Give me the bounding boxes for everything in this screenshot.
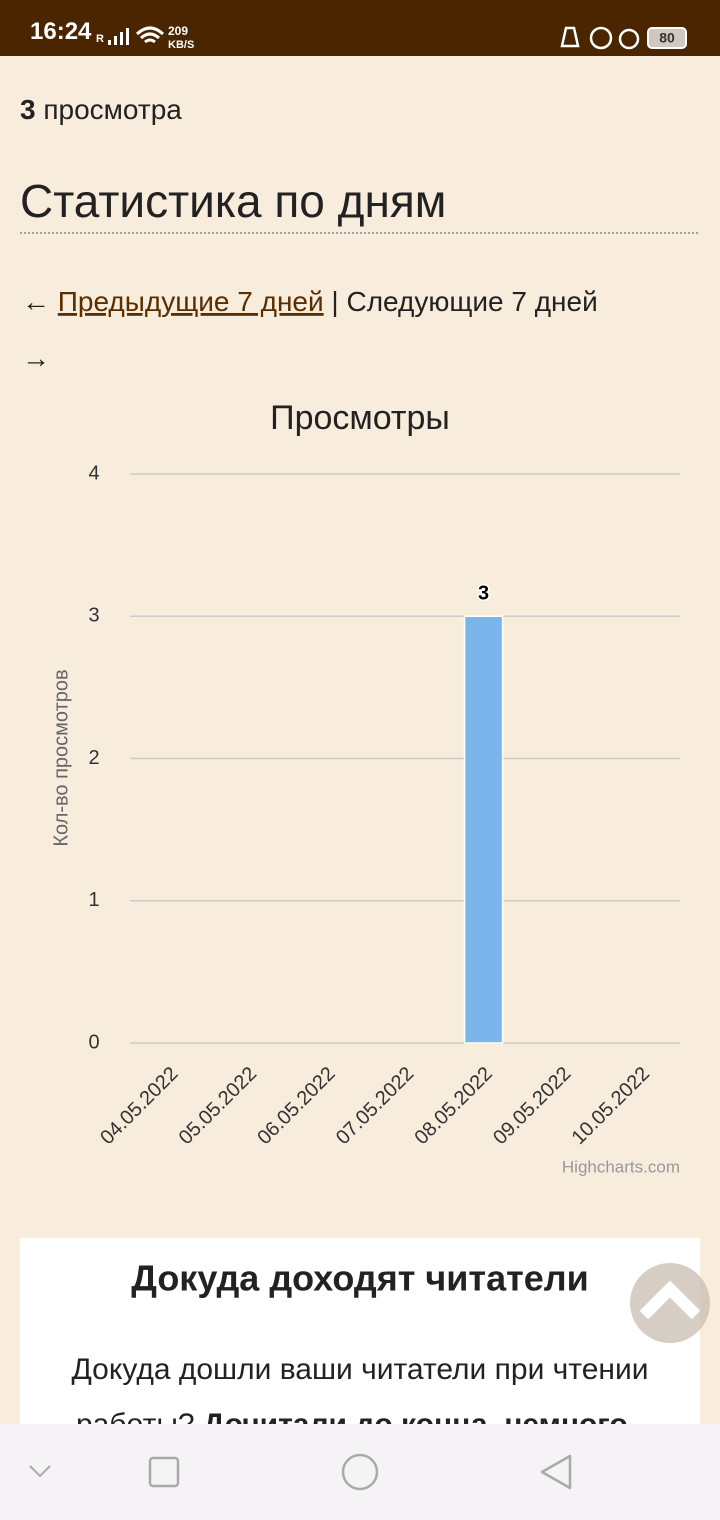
prev-link[interactable]: Предыдущие 7 дней [58, 286, 324, 317]
scroll-top-button[interactable] [630, 1263, 710, 1343]
scroll-top-icon [639, 1280, 701, 1320]
signal-icon [108, 28, 129, 45]
net-speed: 209 [168, 24, 188, 38]
wifi-icon [135, 26, 165, 44]
nav-line: ← Предыдущие 7 дней | Следующие 7 дней [22, 286, 598, 317]
next-text: Следующие 7 дней [346, 286, 597, 317]
y-axis-label: Кол-во просмотров [50, 669, 72, 846]
y-tick-label: 4 [88, 462, 99, 484]
status-bar [0, 0, 720, 56]
views-number: 3 [20, 94, 36, 125]
nav-back[interactable] [540, 1454, 572, 1490]
y-tick-label: 1 [88, 889, 99, 911]
separator: | [331, 286, 338, 317]
prev-arrow: ← [22, 286, 50, 317]
battery [647, 27, 687, 49]
battery-level: 80 [659, 30, 675, 46]
status-icons [560, 26, 640, 50]
nav-bar [0, 1424, 720, 1520]
net-unit: KB/S [168, 39, 194, 51]
credits[interactable]: Highcharts.com [562, 1157, 680, 1176]
y-tick-label: 3 [88, 605, 99, 627]
y-tick-label: 2 [88, 747, 99, 769]
data-label: 3 [478, 583, 489, 605]
section-heading: Статистика по дням [20, 175, 446, 227]
views-count: 3 просмотра [20, 94, 182, 125]
card-title: Докуда доходят читатели [131, 1258, 589, 1299]
views-label: просмотра [43, 94, 182, 125]
card [20, 1238, 700, 1458]
next-arrow: → [22, 342, 50, 373]
bar [463, 615, 504, 1044]
signal-label: R [96, 33, 104, 45]
clock: 16:24 [30, 18, 92, 45]
nav-recents[interactable] [148, 1456, 180, 1488]
nav-down[interactable] [29, 1465, 51, 1478]
nav-home[interactable] [341, 1453, 379, 1491]
card-text: Докуда дошли ваши читатели при чтении [72, 1353, 649, 1386]
chart-title: Просмотры [270, 399, 450, 437]
y-tick-label: 0 [88, 1031, 99, 1053]
